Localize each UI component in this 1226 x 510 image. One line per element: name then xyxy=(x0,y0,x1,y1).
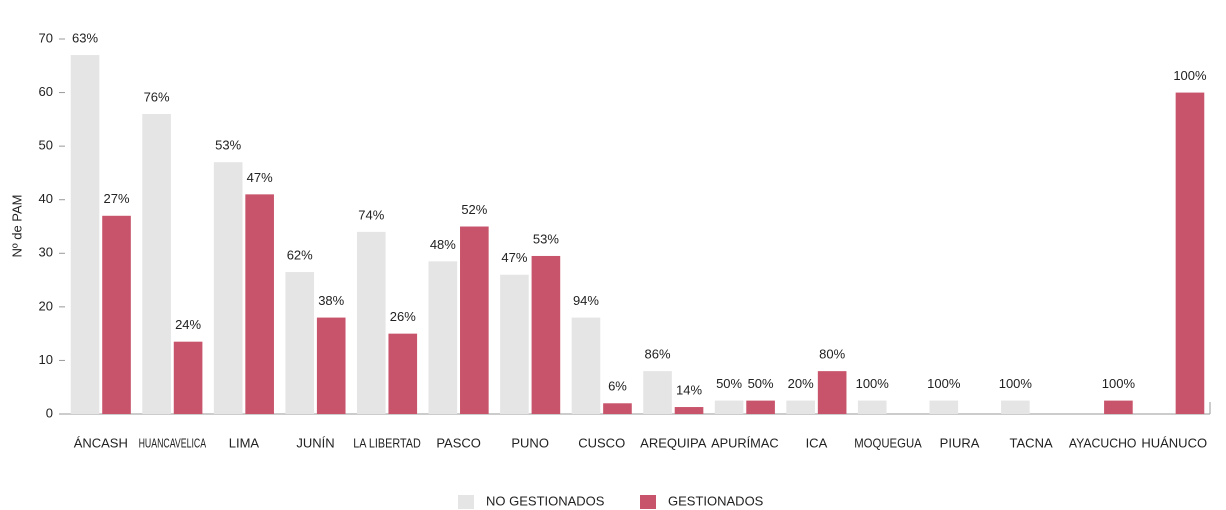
legend-label: NO GESTIONADOS xyxy=(486,493,605,508)
bar xyxy=(356,231,386,414)
data-label: 47% xyxy=(247,170,273,185)
bar xyxy=(746,400,775,414)
bar xyxy=(70,55,100,414)
bar xyxy=(245,194,274,414)
bar xyxy=(500,274,529,414)
x-tick-label: LA LIBERTAD xyxy=(353,435,421,450)
bar xyxy=(213,162,243,414)
data-label: 27% xyxy=(104,191,130,206)
x-tick-label: AYACUCHO xyxy=(1069,435,1137,450)
x-tick-label: AREQUIPA xyxy=(640,435,707,450)
data-label: 100% xyxy=(927,376,961,391)
data-label: 62% xyxy=(287,247,313,262)
y-tick-label: 10 xyxy=(39,352,53,367)
data-label: 26% xyxy=(390,309,416,324)
data-label: 6% xyxy=(608,379,627,394)
x-tick-label: PIURA xyxy=(940,435,980,450)
data-label: 24% xyxy=(175,317,201,332)
data-label: 100% xyxy=(1102,376,1136,391)
x-tick-label: ICA xyxy=(806,435,828,450)
data-label: 100% xyxy=(856,376,890,391)
y-tick-label: 50 xyxy=(39,138,53,153)
y-tick-label: 40 xyxy=(39,191,53,206)
data-label: 50% xyxy=(748,376,774,391)
data-label: 86% xyxy=(645,347,671,362)
bar xyxy=(1104,400,1133,414)
bar xyxy=(674,407,704,414)
x-tick-label: ÁNCASH xyxy=(74,435,128,450)
x-tick-label: JUNÍN xyxy=(296,435,334,450)
bar xyxy=(428,261,458,414)
data-label: 52% xyxy=(461,202,487,217)
bar xyxy=(388,333,418,414)
data-label: 80% xyxy=(819,347,845,362)
x-tick-label: PASCO xyxy=(436,435,481,450)
x-tick-label: APURÍMAC xyxy=(711,435,779,450)
x-tick-label: HUANCAVELICA xyxy=(139,435,207,450)
data-label: 94% xyxy=(573,293,599,308)
bar xyxy=(102,215,131,414)
data-label: 48% xyxy=(430,237,456,252)
x-tick-label: MOQUEGUA xyxy=(854,435,922,450)
bar xyxy=(714,400,744,414)
bar xyxy=(1175,92,1205,415)
x-tick-label: HUÁNUCO xyxy=(1141,435,1207,450)
bar xyxy=(316,317,346,414)
y-tick-label: 70 xyxy=(39,30,53,45)
data-label: 38% xyxy=(318,293,344,308)
bar xyxy=(929,400,959,414)
x-tick-label: LIMA xyxy=(229,435,260,450)
y-tick-label: 60 xyxy=(39,84,53,99)
y-tick-label: 30 xyxy=(39,245,53,260)
legend-swatch xyxy=(458,495,474,509)
y-axis-label: Nº de PAM xyxy=(9,194,24,257)
bar xyxy=(142,114,171,414)
bar xyxy=(1001,400,1030,414)
legend-label: GESTIONADOS xyxy=(668,493,764,508)
bar xyxy=(285,272,315,414)
data-label: 53% xyxy=(215,138,241,153)
data-label: 14% xyxy=(676,382,702,397)
bar xyxy=(786,400,815,414)
data-label: 76% xyxy=(144,89,170,104)
bar xyxy=(643,371,672,414)
bar xyxy=(571,317,601,414)
bar xyxy=(603,403,632,414)
data-label: 100% xyxy=(999,376,1033,391)
data-label: 100% xyxy=(1173,68,1207,83)
data-label: 63% xyxy=(72,31,98,46)
x-tick-label: CUSCO xyxy=(578,435,625,450)
bar xyxy=(460,226,489,414)
bar xyxy=(531,255,561,414)
legend-swatch xyxy=(640,495,656,509)
bar xyxy=(173,341,203,414)
data-label: 20% xyxy=(788,376,814,391)
bar xyxy=(817,371,847,414)
x-tick-label: PUNO xyxy=(511,435,549,450)
data-label: 74% xyxy=(358,207,384,222)
x-tick-label: TACNA xyxy=(1010,435,1053,450)
data-label: 47% xyxy=(501,250,527,265)
bar xyxy=(857,400,887,414)
data-label: 50% xyxy=(716,376,742,391)
data-label: 53% xyxy=(533,231,559,246)
y-tick-label: 20 xyxy=(39,298,53,313)
y-tick-label: 0 xyxy=(46,405,53,420)
